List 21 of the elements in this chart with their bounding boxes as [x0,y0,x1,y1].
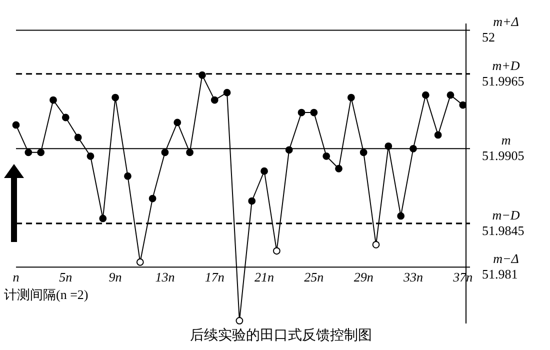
ref-line-label: m−Δ [493,251,520,266]
ref-line-label: m−D [492,207,520,222]
text: 后续实验的田口式反馈控制图 [190,327,372,344]
y-tick-label: 51.9845 [482,222,524,238]
x-tick-label: 29n [354,269,374,284]
x-tick-label: 33n [402,269,423,284]
ref-line-label: m+D [492,58,520,73]
x-tick-label: 9n [108,269,122,284]
x-tick-label: 17n [204,269,224,284]
x-tick-label: 21n [254,269,274,284]
y-tick-label: 51.981 [482,266,518,282]
y-tick-label: 51.9905 [482,148,524,164]
x-axis-title: 计测间隔(n =2) [4,287,88,302]
x-tick-label: n [12,269,20,284]
y-tick-label: 51.9965 [482,73,524,88]
x-tick-label: 5n [59,269,72,284]
y-tick-label: 52 [482,30,495,45]
ref-line-label: m+Δ [493,14,520,30]
x-tick-label: 25n [304,269,324,284]
x-tick-label: 13n [155,269,175,284]
ref-line-label: m [501,132,511,148]
